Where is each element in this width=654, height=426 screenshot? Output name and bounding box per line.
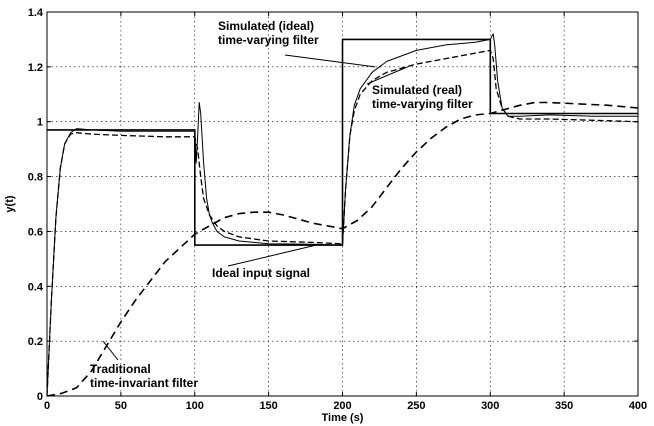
x-tick-label: 200 bbox=[333, 400, 351, 412]
y-tick-label: 0.8 bbox=[28, 172, 43, 184]
x-tick-label: 300 bbox=[481, 400, 499, 412]
annotation-label: Ideal input signal bbox=[212, 266, 310, 280]
y-tick-label: 0.4 bbox=[28, 281, 44, 293]
annotation-leader bbox=[102, 340, 119, 361]
y-tick-label: 1.4 bbox=[28, 7, 44, 19]
annotation-line: time-varying filter bbox=[218, 33, 319, 47]
annotation-line: time-varying filter bbox=[372, 97, 473, 111]
series-line-simulated_ideal bbox=[46, 33, 638, 397]
y-tick-label: 0.2 bbox=[28, 336, 43, 348]
x-axis-label: Time (s) bbox=[322, 412, 364, 424]
x-tick-label: 250 bbox=[407, 400, 425, 412]
y-axis-ticks: 0 0.2 0.4 0.6 0.8 1 1.2 1.4 bbox=[28, 7, 638, 403]
annotation-line: Simulated (ideal) bbox=[218, 19, 314, 33]
x-tick-label: 400 bbox=[629, 400, 647, 412]
annotation-line: Simulated (real) bbox=[372, 83, 462, 97]
annotation-line: time-invariant filter bbox=[90, 376, 198, 390]
x-tick-label: 50 bbox=[115, 400, 127, 412]
series-line-ideal_input bbox=[47, 38, 638, 246]
annotation-leader bbox=[284, 54, 376, 68]
y-tick-label: 0.6 bbox=[28, 226, 43, 238]
series-line-traditional bbox=[46, 101, 639, 397]
annotation-leader bbox=[366, 66, 408, 85]
series-layer bbox=[46, 33, 639, 397]
annotation-label: Simulated (ideal) time-varying filter bbox=[218, 19, 319, 47]
annotation-line: Traditional bbox=[90, 362, 151, 376]
x-tick-label: 0 bbox=[44, 400, 50, 412]
x-tick-label: 150 bbox=[259, 400, 277, 412]
y-tick-label: 1 bbox=[37, 117, 43, 129]
y-tick-label: 1.2 bbox=[28, 62, 43, 74]
y-tick-label: 0 bbox=[37, 391, 43, 403]
x-axis-ticks: 0 50 100 150 200 250 300 350 400 bbox=[44, 12, 647, 412]
x-tick-label: 100 bbox=[186, 400, 204, 412]
annotations-layer: Simulated (ideal) time-varying filterSimu… bbox=[90, 19, 473, 390]
annotation-label: Traditional time-invariant filter bbox=[90, 362, 198, 390]
y-axis-label: y(t) bbox=[4, 195, 16, 212]
annotation-line: Ideal input signal bbox=[212, 266, 310, 280]
annotation-leader bbox=[227, 244, 317, 267]
series-line-simulated_real bbox=[46, 49, 639, 397]
x-tick-label: 350 bbox=[555, 400, 573, 412]
annotation-label: Simulated (real) time-varying filter bbox=[372, 83, 473, 111]
